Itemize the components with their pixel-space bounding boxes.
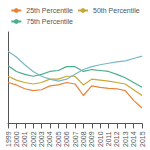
svg-text:2009: 2009 [88,131,95,147]
svg-text:2011: 2011 [105,131,112,146]
svg-text:25th Percentile: 25th Percentile [26,7,73,14]
svg-text:2014: 2014 [130,131,137,147]
svg-text:2006: 2006 [63,131,70,147]
svg-text:2004: 2004 [46,131,53,147]
svg-text:2010: 2010 [97,131,104,147]
svg-text:75th Percentile: 75th Percentile [26,18,73,25]
svg-text:2001: 2001 [21,131,28,147]
svg-text:2008: 2008 [80,131,87,147]
svg-text:2007: 2007 [72,131,79,147]
svg-text:2005: 2005 [55,131,62,147]
svg-text:2015: 2015 [139,131,146,147]
svg-text:2013: 2013 [122,131,129,147]
svg-text:2012: 2012 [113,131,120,147]
svg-text:2003: 2003 [38,131,45,147]
svg-text:1999: 1999 [5,131,12,147]
svg-text:2002: 2002 [30,131,37,147]
svg-text:50th Percentile: 50th Percentile [93,7,140,14]
svg-text:2000: 2000 [13,131,20,147]
